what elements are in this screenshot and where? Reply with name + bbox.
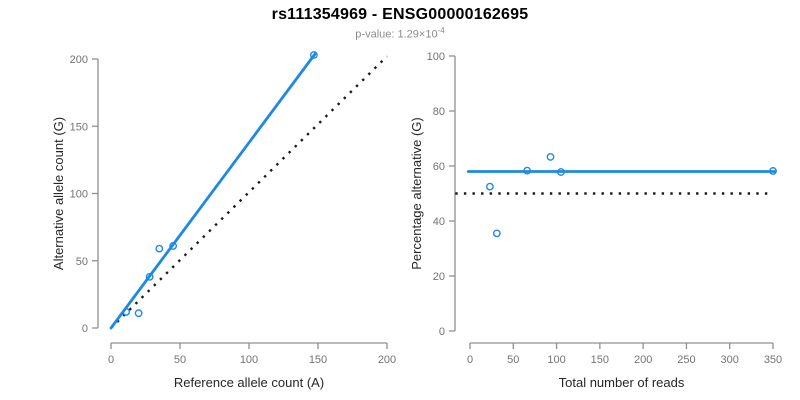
- y-axis: 0 20 40 60 80 100 Percentage alternative (G): [409, 51, 456, 338]
- x-tick-label: 250: [677, 354, 695, 366]
- data-point: [145, 272, 154, 281]
- y-tick-label: 20: [433, 271, 445, 283]
- x-axis: 0 50 100 150 200 Reference allele count (A): [108, 342, 396, 390]
- data-point: [155, 244, 164, 253]
- x-tick-label: 200: [634, 354, 652, 366]
- y-tick-label: 0: [82, 323, 88, 335]
- x-tick-label: 350: [764, 354, 782, 366]
- y-axis: 0 50 100 150 200 Alternative allele count (G): [51, 54, 99, 335]
- x-tick-label: 300: [721, 354, 739, 366]
- y-axis-title: Percentage alternative (G): [409, 117, 424, 269]
- x-tick-label: 150: [309, 354, 327, 366]
- x-tick-label: 50: [507, 354, 519, 366]
- y-tick-label: 50: [76, 256, 88, 268]
- data-point: [523, 166, 532, 175]
- x-tick-label: 0: [467, 354, 473, 366]
- x-tick-label: 50: [174, 354, 186, 366]
- right-plot: 0 20 40 60 80 100 Percentage alternative (G) 0 5…: [409, 51, 782, 390]
- x-axis-title: Reference allele count (A): [174, 375, 324, 390]
- x-axis: 0 50 100 150 200 250 300 350 Total number of rea…: [467, 342, 782, 390]
- x-tick-label: 150: [591, 354, 609, 366]
- p-value-text: p-value: 1.29×10: [355, 28, 438, 41]
- figure-subtitle: p-value: 1.29×10-4: [0, 26, 800, 41]
- x-tick-label: 100: [547, 354, 565, 366]
- data-point: [122, 307, 131, 316]
- identity-line: [110, 55, 388, 329]
- y-axis-title: Alternative allele count (G): [51, 117, 66, 270]
- left-plot: 0 50 100 150 200 Alternative allele count (G)…: [51, 51, 396, 390]
- fit-line: [109, 52, 317, 330]
- x-axis-title: Total number of reads: [559, 375, 685, 390]
- data-points: [486, 153, 777, 238]
- y-tick-label: 60: [433, 161, 445, 173]
- data-points: [122, 51, 318, 318]
- x-tick-label: 0: [108, 354, 114, 366]
- data-point: [769, 167, 777, 175]
- data-point: [486, 182, 494, 191]
- x-tick-label: 100: [240, 354, 258, 366]
- figure-title: rs111354969 - ENSG00000162695: [271, 6, 529, 23]
- data-point: [492, 229, 501, 238]
- y-tick-label: 150: [70, 121, 88, 133]
- data-point: [169, 242, 178, 250]
- y-tick-label: 40: [433, 216, 445, 228]
- data-point: [309, 51, 318, 59]
- x-tick-label: 200: [378, 354, 396, 366]
- data-point: [546, 153, 555, 161]
- y-tick-label: 200: [70, 54, 88, 66]
- y-tick-label: 0: [439, 326, 445, 338]
- y-tick-label: 100: [70, 189, 88, 201]
- y-tick-label: 80: [433, 106, 445, 118]
- data-point: [557, 168, 565, 176]
- p-value-exponent: -4: [437, 26, 445, 35]
- data-point: [134, 309, 143, 318]
- y-tick-label: 100: [427, 51, 445, 63]
